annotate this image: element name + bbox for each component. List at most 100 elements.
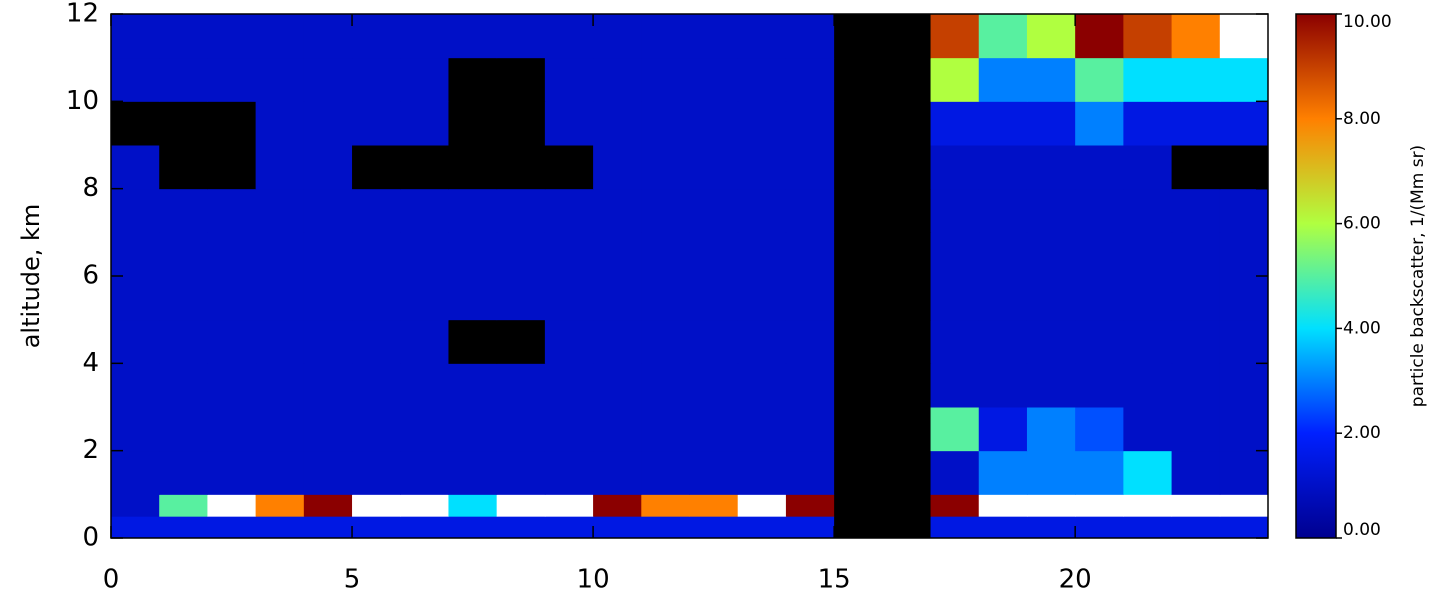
heatmap-cell	[834, 57, 883, 102]
heatmap-cell	[689, 494, 739, 517]
heatmap-cell	[352, 101, 401, 146]
heatmap-cell	[1075, 363, 1124, 408]
colorbar-tick-label: 2.00	[1343, 423, 1381, 443]
heatmap-cell	[352, 450, 401, 495]
heatmap-cell	[930, 145, 980, 190]
heatmap-cell	[593, 363, 642, 408]
heatmap-cell	[1171, 363, 1221, 408]
heatmap-cell	[641, 188, 690, 233]
colorbar-tick-label: 6.00	[1343, 214, 1381, 234]
heatmap-cell	[496, 14, 546, 59]
heatmap-cell	[400, 363, 449, 408]
heatmap-cell	[882, 14, 932, 59]
heatmap-cell	[978, 14, 1028, 59]
heatmap-cell	[255, 145, 305, 190]
heatmap-cell	[737, 276, 787, 321]
heatmap-cell	[1123, 407, 1173, 452]
heatmap-cell	[448, 101, 498, 146]
heatmap-cell	[1219, 232, 1269, 277]
heatmap-cell	[785, 188, 835, 233]
y-axis-label: altitude, km	[17, 204, 45, 349]
heatmap-cell	[255, 407, 305, 452]
heatmap-cell	[930, 276, 980, 321]
heatmap-cell	[1075, 232, 1124, 277]
heatmap-cell	[1219, 14, 1269, 59]
heatmap-cell	[448, 188, 498, 233]
heatmap-cell	[1026, 319, 1076, 364]
heatmap-cell	[303, 407, 353, 452]
heatmap-cell	[882, 450, 932, 495]
heatmap-cell	[303, 494, 353, 517]
heatmap-cell	[400, 450, 449, 495]
heatmap-cell	[1123, 101, 1173, 146]
heatmap-cell	[496, 101, 546, 146]
heatmap-cell	[448, 276, 498, 321]
heatmap-cell	[641, 494, 690, 517]
heatmap-cell	[641, 516, 690, 539]
heatmap-cell	[882, 319, 932, 364]
heatmap-cell	[978, 494, 1028, 517]
heatmap-cell	[737, 494, 787, 517]
heatmap-cell	[930, 450, 980, 495]
heatmap-cell	[737, 101, 787, 146]
heatmap-cell	[207, 450, 257, 495]
heatmap-cell	[1123, 276, 1173, 321]
heatmap-cell	[1123, 57, 1173, 102]
heatmap-cell	[978, 407, 1028, 452]
heatmap-cell	[641, 363, 690, 408]
heatmap-cell	[400, 319, 449, 364]
heatmap-cell	[641, 276, 690, 321]
heatmap-cell	[834, 319, 883, 364]
heatmap-cell	[496, 319, 546, 364]
heatmap-cell	[737, 319, 787, 364]
heatmap-cell	[978, 450, 1028, 495]
heatmap-cell	[496, 276, 546, 321]
heatmap-cell	[400, 14, 449, 59]
heatmap-cell	[255, 232, 305, 277]
heatmap-cell	[641, 232, 690, 277]
heatmap-cell	[303, 363, 353, 408]
heatmap-cell	[255, 363, 305, 408]
heatmap-cell	[1219, 450, 1269, 495]
heatmap-cell	[352, 276, 401, 321]
heatmap-cell	[641, 319, 690, 364]
heatmap-cell	[1026, 450, 1076, 495]
heatmap-cell	[834, 101, 883, 146]
heatmap-cell	[1123, 14, 1173, 59]
heatmap-cell	[111, 188, 160, 233]
heatmap-cell	[303, 188, 353, 233]
heatmap-cell	[1075, 276, 1124, 321]
heatmap-cell	[159, 145, 208, 190]
heatmap-cell	[400, 516, 449, 539]
heatmap-cell	[1075, 407, 1124, 452]
heatmap-cell	[785, 57, 835, 102]
heatmap-cell	[1123, 363, 1173, 408]
heatmap-cell	[1123, 516, 1173, 539]
heatmap-cell	[159, 276, 208, 321]
heatmap-cell	[1075, 319, 1124, 364]
heatmap-cell	[448, 57, 498, 102]
heatmap-cell	[1026, 516, 1076, 539]
heatmap-cell	[882, 407, 932, 452]
heatmap-cell	[593, 232, 642, 277]
heatmap-cell	[930, 14, 980, 59]
heatmap-cell	[1123, 188, 1173, 233]
heatmap-cell	[255, 450, 305, 495]
heatmap-cell	[834, 276, 883, 321]
heatmap-cell	[1026, 494, 1076, 517]
heatmap-cell	[352, 57, 401, 102]
heatmap-cell	[400, 276, 449, 321]
heatmap-cell	[882, 57, 932, 102]
heatmap-cell	[544, 407, 594, 452]
heatmap-cell	[352, 232, 401, 277]
heatmap-cell	[1123, 145, 1173, 190]
heatmap-cell	[593, 14, 642, 59]
heatmap-cell	[785, 319, 835, 364]
heatmap-cell	[593, 145, 642, 190]
heatmap-cell	[207, 407, 257, 452]
heatmap-cell	[544, 450, 594, 495]
heatmap-cell	[448, 407, 498, 452]
heatmap-cell	[303, 516, 353, 539]
heatmap-cell	[1075, 14, 1124, 59]
heatmap-cell	[1123, 450, 1173, 495]
